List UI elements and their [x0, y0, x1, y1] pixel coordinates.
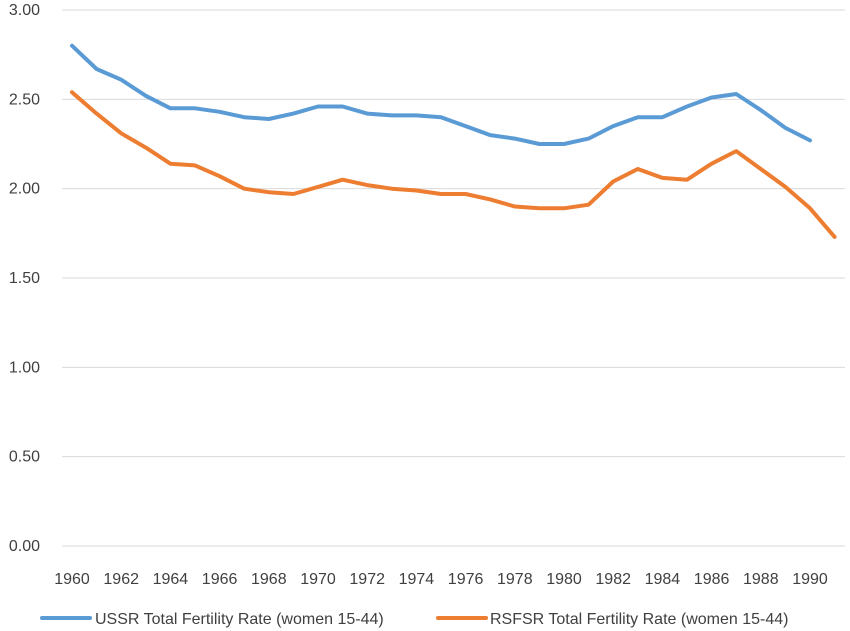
y-tick-label: 1.50: [9, 270, 40, 287]
series-lines: [70, 43, 837, 239]
x-tick-label: 1990: [792, 571, 828, 588]
x-tick-label: 1976: [448, 571, 484, 588]
x-tick-label: 1960: [54, 571, 90, 588]
x-axis-tick-labels: 1960 1962 1964 1966 1968 1970 1972 1974 1976 1978…: [54, 571, 828, 588]
x-tick-label: 1974: [399, 571, 435, 588]
legend: USSR Total Fertility Rate (women 15-44) R…: [40, 611, 788, 628]
x-tick-label: 1984: [645, 571, 681, 588]
x-tick-label: 1966: [202, 571, 238, 588]
x-tick-label: 1986: [694, 571, 730, 588]
y-axis-tick-labels: 0.00 0.50 1.00 1.50 2.00 2.50 3.00: [9, 2, 40, 555]
x-tick-label: 1962: [103, 571, 139, 588]
x-tick-label: 1988: [743, 571, 779, 588]
series-line-ussr: [70, 43, 812, 146]
x-tick-label: 1982: [595, 571, 631, 588]
legend-label-ussr: USSR Total Fertility Rate (women 15-44): [95, 611, 384, 628]
y-tick-label: 2.50: [9, 91, 40, 108]
x-tick-label: 1980: [546, 571, 582, 588]
x-tick-label: 1978: [497, 571, 533, 588]
x-tick-label: 1964: [153, 571, 189, 588]
y-tick-label: 0.50: [9, 449, 40, 466]
y-tick-label: 2.00: [9, 181, 40, 198]
gridlines: [62, 9, 845, 547]
y-tick-label: 1.00: [9, 359, 40, 376]
x-tick-label: 1968: [251, 571, 287, 588]
legend-label-rsfsr: RSFSR Total Fertility Rate (women 15-44): [490, 611, 788, 628]
x-tick-label: 1970: [300, 571, 336, 588]
y-tick-label: 0.00: [9, 538, 40, 555]
y-tick-label: 3.00: [9, 2, 40, 19]
x-tick-label: 1972: [349, 571, 385, 588]
series-line-rsfsr: [70, 90, 837, 239]
